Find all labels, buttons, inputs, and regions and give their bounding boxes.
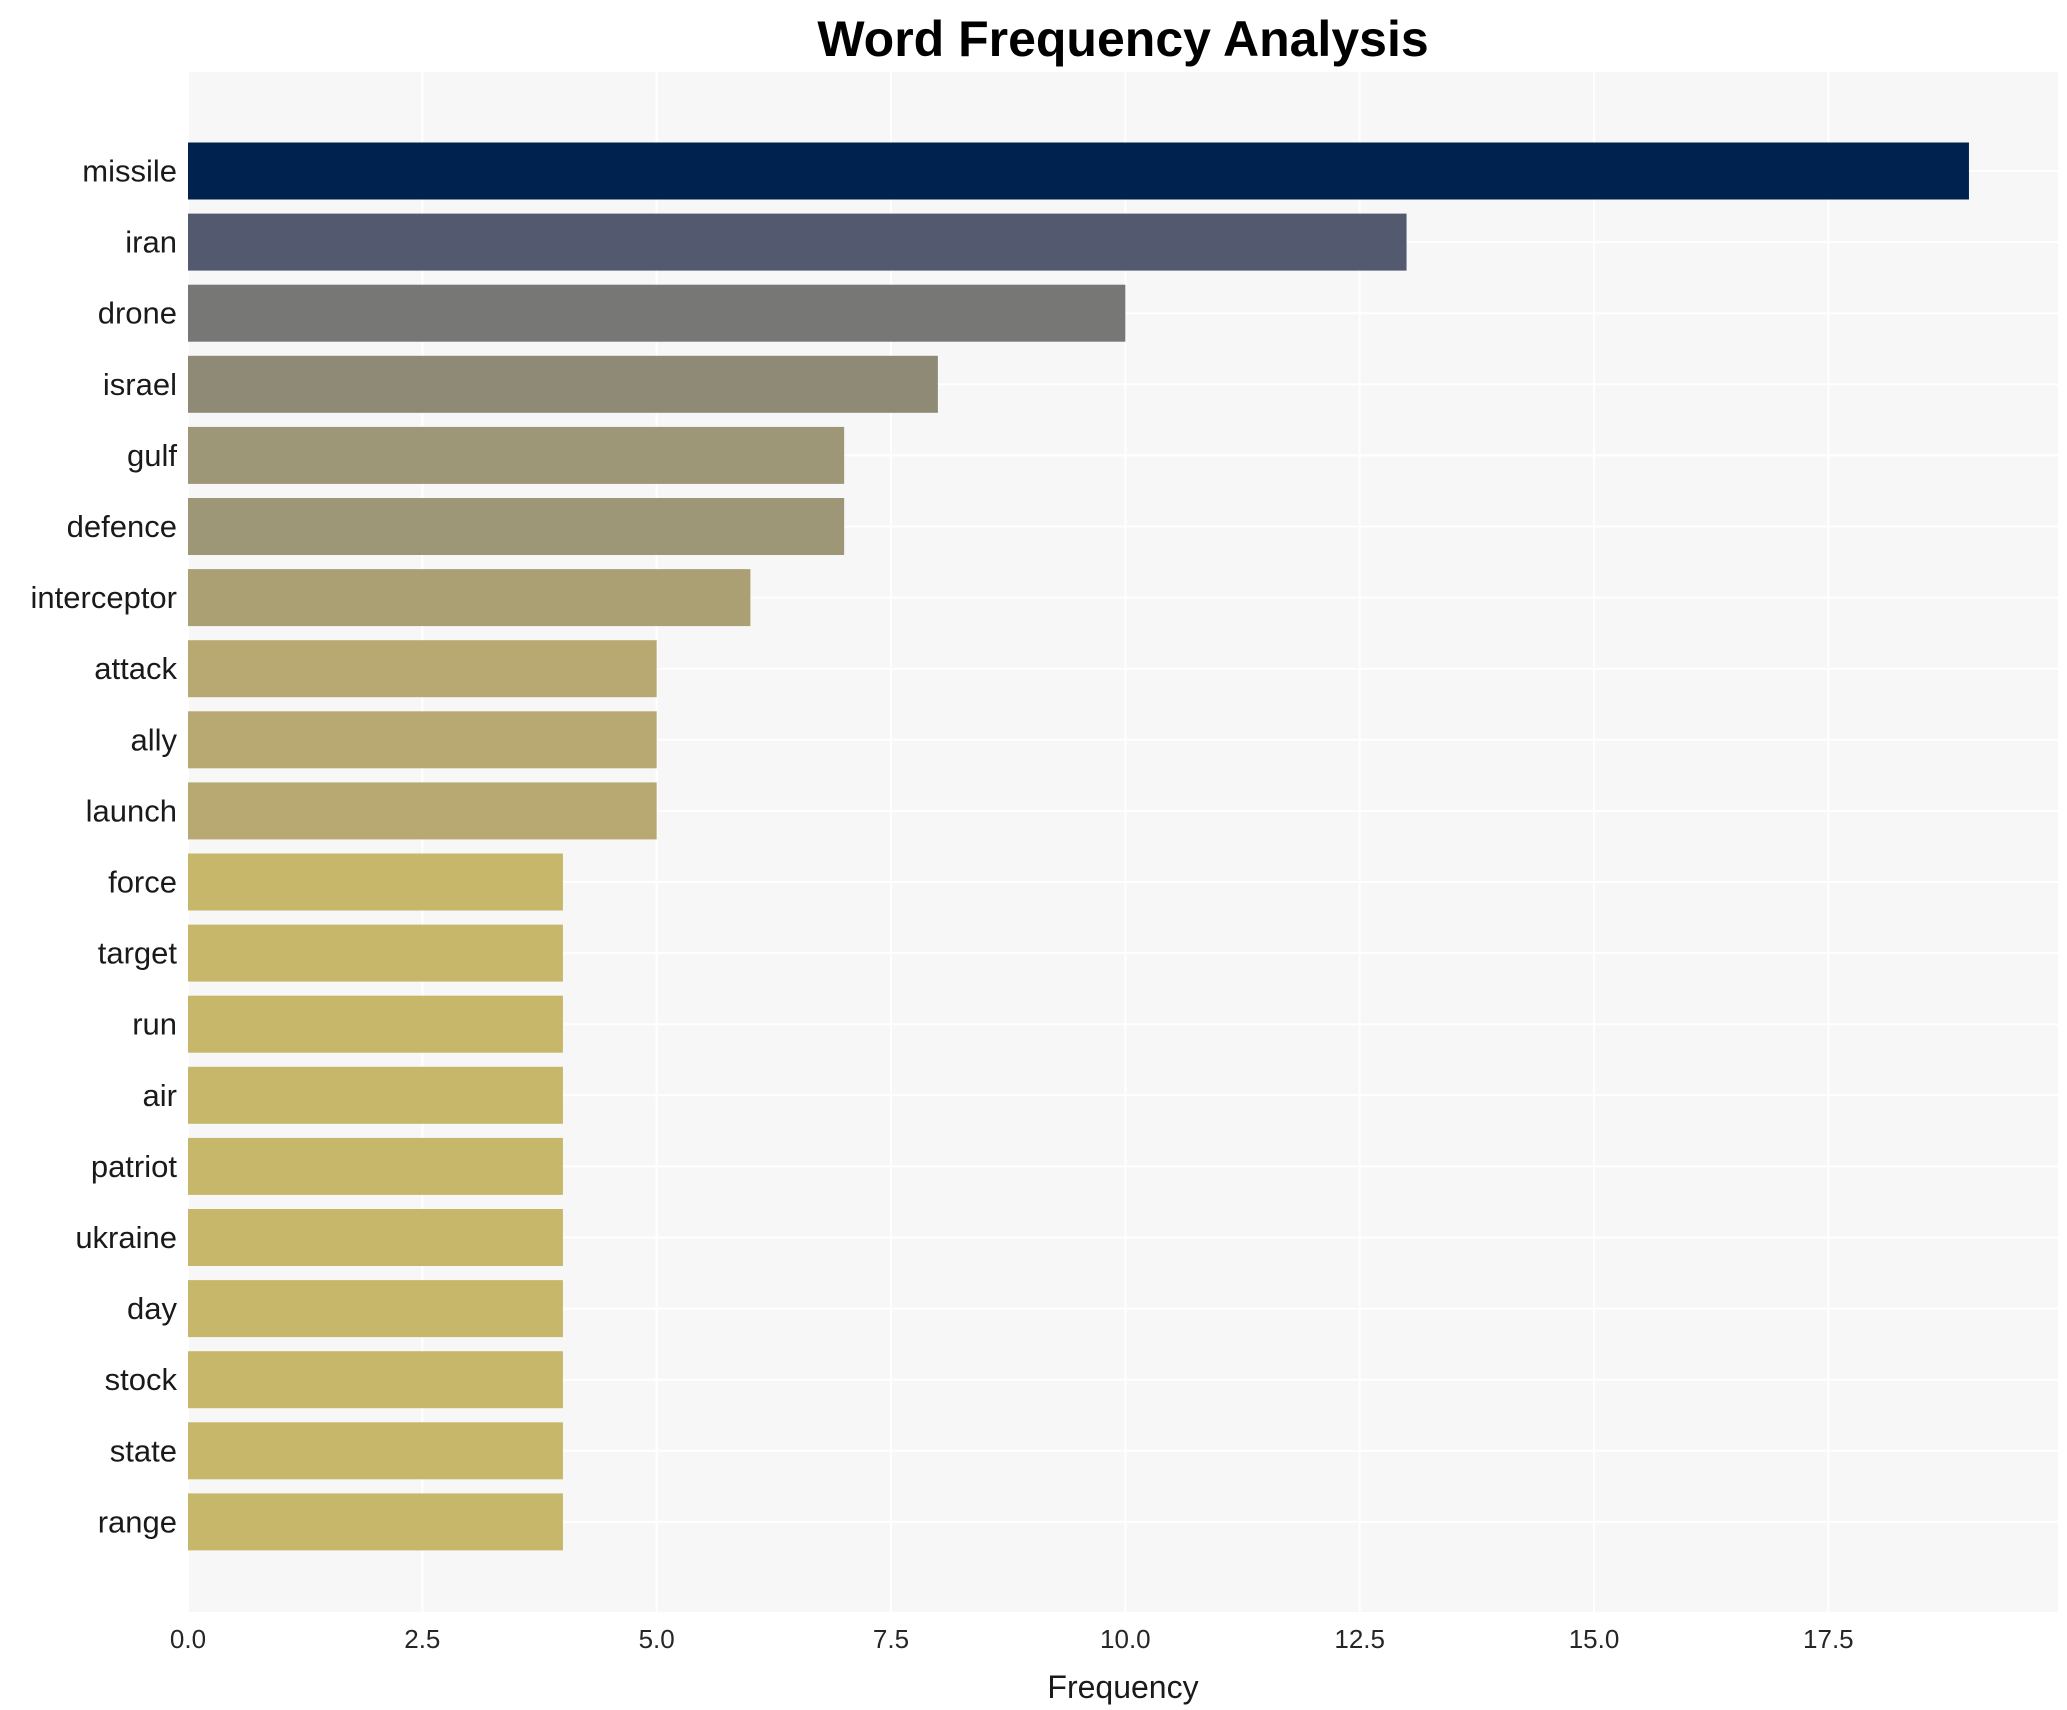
bar-attack	[188, 640, 657, 698]
category-label-stock: stock	[105, 1362, 178, 1397]
x-tick-label: 5.0	[639, 1624, 675, 1654]
bar-air	[188, 1066, 563, 1124]
category-label-drone: drone	[98, 296, 177, 331]
category-label-patriot: patriot	[91, 1149, 178, 1184]
bar-stock	[188, 1351, 563, 1409]
x-tick-labels: 0.0 2.5 5.0 7.5 10.0 12.5 15.0 17.5	[170, 1624, 1854, 1654]
category-label-interceptor: interceptor	[31, 580, 177, 615]
category-label-state: state	[110, 1433, 177, 1468]
category-label-launch: launch	[86, 793, 177, 828]
category-labels: missile iran drone israel gulf defence interce…	[31, 154, 178, 1540]
bar-gulf	[188, 426, 845, 484]
x-tick-label: 17.5	[1803, 1624, 1854, 1654]
bar-patriot	[188, 1137, 563, 1195]
bar-range	[188, 1493, 563, 1551]
category-label-iran: iran	[125, 225, 177, 260]
bar-israel	[188, 355, 938, 413]
category-label-day: day	[127, 1291, 177, 1326]
bar-drone	[188, 284, 1126, 342]
category-label-run: run	[132, 1007, 177, 1042]
category-label-israel: israel	[103, 367, 177, 402]
x-tick-label: 0.0	[170, 1624, 206, 1654]
x-tick-label: 2.5	[404, 1624, 440, 1654]
category-label-air: air	[143, 1078, 177, 1113]
x-tick-label: 7.5	[873, 1624, 909, 1654]
bar-interceptor	[188, 569, 751, 627]
bar-ukraine	[188, 1209, 563, 1266]
category-label-force: force	[108, 865, 177, 900]
x-tick-label: 15.0	[1569, 1624, 1620, 1654]
chart-title: Word Frequency Analysis	[817, 11, 1428, 67]
bar-iran	[188, 213, 1407, 271]
bar-defence	[188, 498, 845, 555]
category-label-attack: attack	[94, 651, 177, 686]
bar-target	[188, 924, 563, 982]
bar-ally	[188, 711, 657, 769]
bar-force	[188, 853, 563, 911]
bar-missile	[188, 142, 1969, 200]
category-label-defence: defence	[67, 509, 177, 544]
bar-run	[188, 995, 563, 1053]
x-tick-label: 12.5	[1334, 1624, 1385, 1654]
bar-launch	[188, 782, 657, 840]
category-label-range: range	[98, 1504, 177, 1539]
category-label-target: target	[98, 936, 178, 971]
bars	[188, 142, 1969, 1551]
category-label-ukraine: ukraine	[75, 1220, 177, 1255]
category-label-ally: ally	[130, 722, 177, 757]
bar-day	[188, 1280, 563, 1338]
x-tick-label: 10.0	[1100, 1624, 1151, 1654]
bar-state	[188, 1422, 563, 1480]
category-label-gulf: gulf	[127, 438, 177, 473]
x-axis-label: Frequency	[1047, 1669, 1198, 1705]
category-label-missile: missile	[82, 154, 177, 189]
